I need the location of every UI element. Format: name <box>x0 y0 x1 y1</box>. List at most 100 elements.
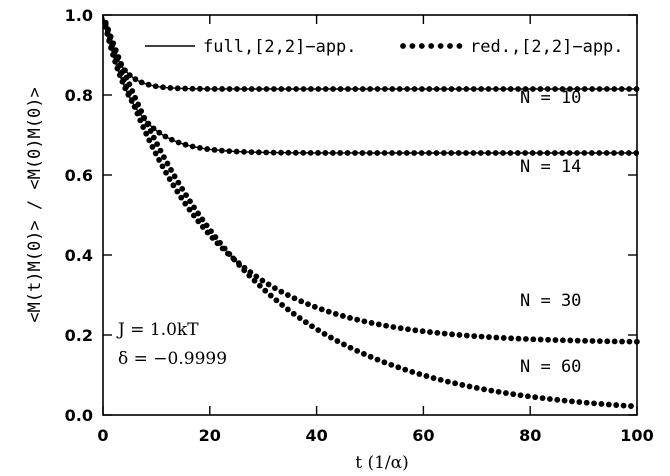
series-point-0 <box>300 86 307 92</box>
series-point-3 <box>195 210 202 217</box>
series-point-3 <box>150 134 157 141</box>
series-point-0 <box>552 86 559 92</box>
series-point-3 <box>226 251 233 257</box>
series-point-3 <box>141 114 148 121</box>
series-point-3 <box>430 375 437 381</box>
series-point-0 <box>152 83 159 90</box>
series-point-1 <box>566 150 573 156</box>
series-point-3 <box>144 121 151 128</box>
plot-area <box>102 14 638 416</box>
series-point-3 <box>161 154 167 161</box>
series-point-3 <box>168 167 174 173</box>
series-point-0 <box>559 86 566 92</box>
series-point-3 <box>147 128 154 134</box>
series-point-1 <box>477 150 484 156</box>
series-point-2 <box>311 303 318 310</box>
legend-dot <box>447 43 453 49</box>
series-point-3 <box>236 262 243 268</box>
series-point-2 <box>493 334 500 341</box>
series-point-2 <box>140 124 147 130</box>
series-point-1 <box>411 150 418 156</box>
series-point-1 <box>270 149 277 156</box>
series-point-2 <box>174 188 181 195</box>
legend-dotted-swatch <box>400 43 463 49</box>
series-point-3 <box>409 368 416 375</box>
series-point-0 <box>248 86 255 92</box>
y-tick-label: 0.6 <box>65 166 93 185</box>
series-point-3 <box>620 402 627 409</box>
series-point-3 <box>546 396 553 402</box>
series-point-3 <box>191 204 197 211</box>
series-point-0 <box>507 86 514 92</box>
series-point-2 <box>390 324 397 330</box>
series-point-2 <box>559 337 566 344</box>
series-point-1 <box>204 146 211 152</box>
series-point-0 <box>456 86 462 92</box>
series-point-2 <box>515 335 522 342</box>
series-point-2 <box>463 332 470 339</box>
series-point-3 <box>416 371 423 377</box>
series-point-0 <box>271 86 277 92</box>
series-point-0 <box>470 86 477 92</box>
series-point-1 <box>448 150 455 156</box>
series-point-3 <box>157 147 164 154</box>
series-point-0 <box>197 85 203 92</box>
series-point-3 <box>187 198 193 205</box>
series-point-0 <box>463 86 470 92</box>
series-point-2 <box>478 333 485 340</box>
legend-dot <box>437 43 444 49</box>
series-point-1 <box>211 147 218 153</box>
series-point-2 <box>284 292 291 298</box>
series-point-3 <box>437 376 444 383</box>
series-point-2 <box>325 308 332 315</box>
series-point-0 <box>174 85 181 92</box>
series-point-3 <box>132 94 139 101</box>
series-point-0 <box>285 86 292 92</box>
series-point-1 <box>633 150 640 156</box>
series-point-3 <box>321 330 328 337</box>
legend-dot <box>456 43 463 49</box>
series-point-1 <box>241 148 247 155</box>
series-point-0 <box>589 86 596 92</box>
series-point-1 <box>381 150 388 156</box>
series-point-0 <box>567 86 573 92</box>
legend: full,[2,2]−app. red.,[2,2]−app. <box>145 37 624 57</box>
series-point-3 <box>488 387 495 394</box>
series-point-0 <box>448 86 455 92</box>
series-point-0 <box>478 86 485 92</box>
x-tick-label: 40 <box>305 426 327 445</box>
series-point-2 <box>397 325 404 332</box>
y-axis-label: <M(t)M(0)> / <M(0)M(0)> <box>25 87 45 322</box>
series-point-0 <box>604 86 610 92</box>
series-point-2 <box>619 338 625 345</box>
series-point-3 <box>423 373 430 379</box>
series-point-1 <box>307 149 314 156</box>
series-point-2 <box>272 285 278 292</box>
series-point-1 <box>322 150 329 156</box>
series-point-0 <box>256 86 263 92</box>
x-tick-label: 100 <box>620 426 653 445</box>
series-point-1 <box>537 150 543 156</box>
series-point-3 <box>135 101 142 108</box>
series-point-3 <box>395 364 402 371</box>
series-point-3 <box>126 81 133 88</box>
series-point-1 <box>226 148 233 155</box>
series-point-0 <box>382 86 388 92</box>
series-point-3 <box>473 385 480 391</box>
series-point-0 <box>278 86 285 92</box>
y-tick-label: 0.0 <box>65 406 93 425</box>
series-point-0 <box>308 86 314 92</box>
series-point-1 <box>544 150 551 156</box>
series-point-1 <box>403 150 410 156</box>
series-point-3 <box>212 234 219 240</box>
series-label-n14: N = 14 <box>520 157 581 177</box>
series-point-0 <box>219 86 226 92</box>
series-point-0 <box>515 86 522 92</box>
series-point-0 <box>359 86 366 92</box>
series-point-1 <box>329 150 336 156</box>
series-point-1 <box>574 150 580 156</box>
series-point-0 <box>404 86 411 92</box>
series-point-3 <box>107 33 114 40</box>
series-point-2 <box>278 288 285 295</box>
series-point-0 <box>596 86 603 92</box>
